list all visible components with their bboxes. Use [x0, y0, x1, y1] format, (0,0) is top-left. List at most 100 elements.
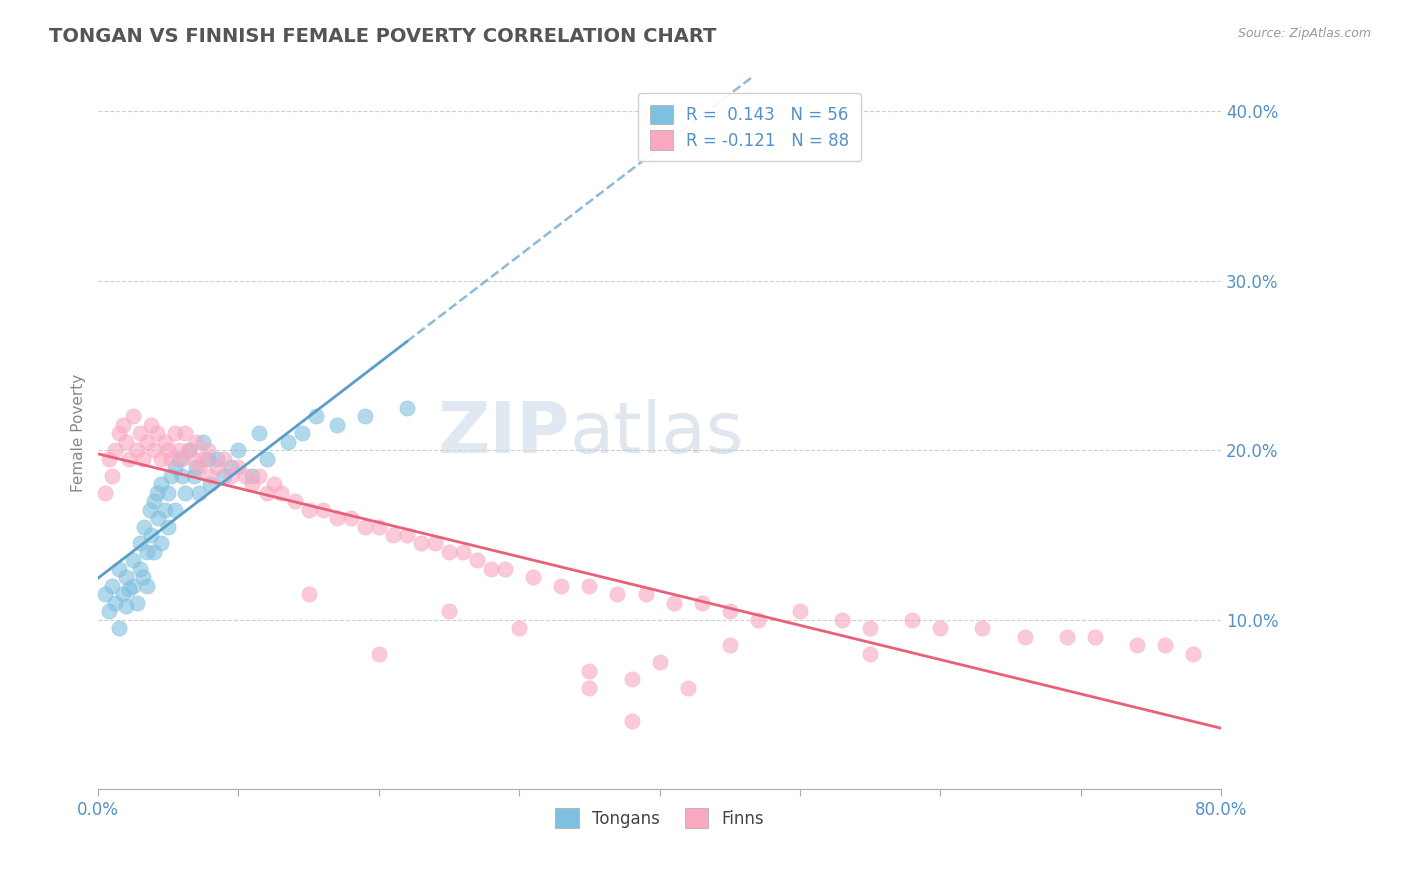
Point [270, 485, 292, 500]
Point [165, 460, 187, 475]
Point [298, 587, 321, 601]
Point [122, 409, 145, 424]
Point [1084, 630, 1107, 644]
Point [94, 587, 117, 601]
Point [1014, 630, 1036, 644]
Point [207, 460, 229, 475]
Point [127, 443, 149, 458]
Point [606, 587, 628, 601]
Point [242, 468, 264, 483]
Point [578, 579, 600, 593]
Point [284, 494, 307, 508]
Point [129, 536, 152, 550]
Point [146, 426, 169, 441]
Point [139, 502, 162, 516]
Point [423, 536, 446, 550]
Point [143, 545, 166, 559]
Point [155, 434, 177, 449]
Point [108, 562, 131, 576]
Point [620, 714, 643, 729]
Point [172, 451, 194, 466]
Point [186, 460, 208, 475]
Point [901, 613, 924, 627]
Point [718, 638, 741, 652]
Point [122, 553, 145, 567]
Point [325, 417, 347, 432]
Point [263, 477, 285, 491]
Point [174, 485, 197, 500]
Point [353, 519, 375, 533]
Point [298, 502, 321, 516]
Point [1182, 647, 1205, 661]
Point [104, 596, 127, 610]
Point [188, 485, 211, 500]
Point [256, 485, 278, 500]
Point [1154, 638, 1177, 652]
Point [129, 562, 152, 576]
Point [122, 579, 145, 593]
Point [662, 596, 685, 610]
Point [115, 570, 138, 584]
Point [494, 562, 516, 576]
Point [150, 451, 173, 466]
Point [136, 434, 159, 449]
Point [437, 604, 460, 618]
Point [188, 460, 211, 475]
Point [972, 621, 994, 635]
Point [127, 596, 149, 610]
Point [311, 502, 333, 516]
Point [169, 443, 191, 458]
Point [134, 519, 156, 533]
Point [104, 443, 127, 458]
Point [169, 451, 191, 466]
Point [157, 443, 180, 458]
Point [221, 460, 243, 475]
Y-axis label: Female Poverty: Female Poverty [72, 375, 86, 492]
Point [143, 494, 166, 508]
Point [98, 451, 121, 466]
Point [146, 485, 169, 500]
Point [112, 417, 135, 432]
Point [108, 621, 131, 635]
Text: Source: ZipAtlas.com: Source: ZipAtlas.com [1237, 27, 1371, 40]
Point [118, 451, 141, 466]
Point [207, 451, 229, 466]
Point [676, 681, 699, 695]
Point [249, 468, 271, 483]
Point [129, 426, 152, 441]
Point [249, 426, 271, 441]
Point [235, 468, 257, 483]
Point [214, 468, 236, 483]
Point [508, 621, 530, 635]
Point [148, 511, 170, 525]
Point [451, 545, 474, 559]
Point [197, 451, 219, 466]
Point [101, 468, 124, 483]
Point [157, 485, 180, 500]
Point [98, 604, 121, 618]
Point [634, 587, 657, 601]
Point [367, 647, 389, 661]
Point [305, 409, 328, 424]
Point [165, 502, 187, 516]
Point [831, 613, 853, 627]
Point [291, 426, 314, 441]
Point [141, 417, 163, 432]
Point [395, 528, 418, 542]
Point [859, 647, 882, 661]
Point [197, 443, 219, 458]
Point [325, 511, 347, 525]
Point [929, 621, 952, 635]
Point [132, 570, 155, 584]
Point [200, 477, 222, 491]
Point [690, 596, 713, 610]
Point [277, 434, 299, 449]
Point [160, 468, 183, 483]
Point [179, 443, 201, 458]
Point [409, 536, 432, 550]
Point [859, 621, 882, 635]
Point [578, 664, 600, 678]
Point [118, 582, 141, 597]
Point [578, 681, 600, 695]
Point [112, 587, 135, 601]
